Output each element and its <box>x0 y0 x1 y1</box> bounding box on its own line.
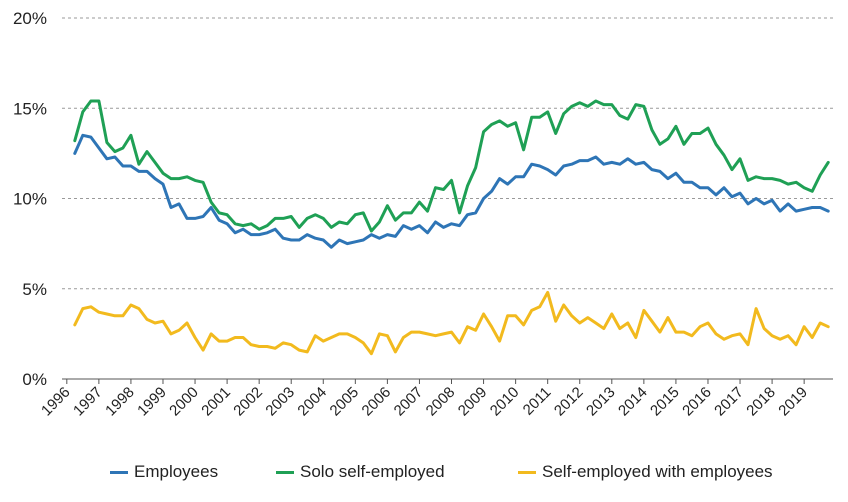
x-axis-labels: 1996199719981999200020012002200320042005… <box>38 384 811 420</box>
legend: Employees Solo self-employed Self-employ… <box>0 462 848 492</box>
x-tick-label: 1999 <box>134 384 170 420</box>
legend-item-self-employed-with-employees: Self-employed with employees <box>518 462 773 482</box>
x-tick-label: 2017 <box>711 384 747 420</box>
legend-swatch-solo-self-employed <box>276 470 294 474</box>
legend-label-self-employed-with-employees: Self-employed with employees <box>542 462 773 481</box>
legend-swatch-employees <box>110 470 128 474</box>
x-tick-label: 2004 <box>294 384 330 420</box>
legend-item-employees: Employees <box>110 462 218 482</box>
legend-label-employees: Employees <box>134 462 219 481</box>
y-tick-label: 0% <box>22 370 47 389</box>
x-tick-label: 2001 <box>198 384 234 420</box>
legend-swatch-self-employed-with-employees <box>518 470 536 474</box>
x-tick-label: 2010 <box>487 384 523 420</box>
series-line-employees <box>73 133 830 249</box>
x-tick-label: 1996 <box>38 384 74 420</box>
x-tick-label: 2012 <box>551 384 587 420</box>
x-tick-label: 1997 <box>70 384 106 420</box>
series-lines <box>73 99 830 356</box>
x-tick-label: 1998 <box>102 384 138 420</box>
x-tick-label: 2019 <box>775 384 811 420</box>
x-tick-label: 2011 <box>520 384 555 419</box>
x-axis <box>62 378 833 384</box>
x-tick-label: 2016 <box>679 384 715 420</box>
x-tick-label: 2006 <box>359 384 395 420</box>
series-line-self-employed-with-employees <box>73 290 830 356</box>
legend-item-solo-self-employed: Solo self-employed <box>276 462 445 482</box>
x-tick-label: 2005 <box>327 384 363 420</box>
x-tick-label: 2008 <box>423 384 459 420</box>
y-tick-label: 20% <box>13 9 47 28</box>
legend-label-solo-self-employed: Solo self-employed <box>300 462 445 481</box>
x-tick-label: 2013 <box>583 384 619 420</box>
y-tick-label: 15% <box>13 99 47 118</box>
x-tick-label: 2002 <box>230 384 266 420</box>
series-line-solo-self-employed <box>73 99 830 233</box>
x-tick-label: 2009 <box>455 384 491 420</box>
y-tick-label: 5% <box>22 280 47 299</box>
x-tick-label: 2000 <box>166 384 202 420</box>
line-chart: 0%5%10%15%20% 19961997199819992000200120… <box>13 9 833 420</box>
y-tick-label: 10% <box>13 190 47 209</box>
y-axis-labels: 0% 5% 10% 15% 20% <box>13 9 47 389</box>
x-tick-label: 2007 <box>391 384 427 420</box>
x-tick-label: 2015 <box>647 384 683 420</box>
gridlines <box>62 17 833 290</box>
x-tick-label: 2003 <box>262 384 298 420</box>
x-tick-label: 2018 <box>743 384 779 420</box>
x-tick-label: 2014 <box>615 384 651 420</box>
